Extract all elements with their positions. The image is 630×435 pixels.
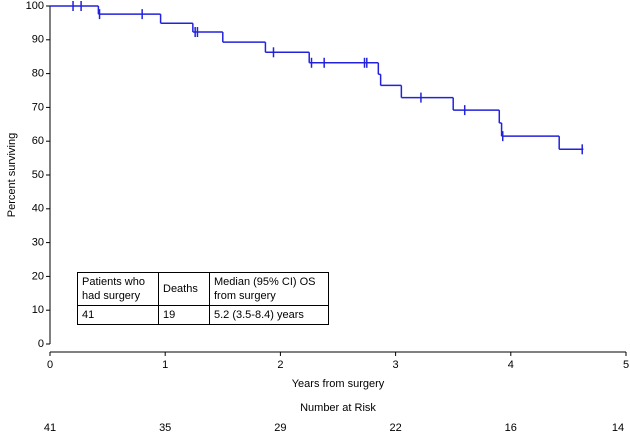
table-row: Patients who had surgery Deaths Median (95… <box>77 272 329 306</box>
y-tick-label: 80 <box>32 68 44 80</box>
table-cell: 41 <box>77 305 159 325</box>
risk-count: 35 <box>159 422 171 434</box>
table-cell: 19 <box>158 305 210 325</box>
y-tick-label: 100 <box>26 0 44 12</box>
y-tick-label: 40 <box>32 203 44 215</box>
y-tick-label: 90 <box>32 34 44 46</box>
y-tick-label: 60 <box>32 135 44 147</box>
x-tick-label: 3 <box>393 359 399 371</box>
y-tick-label: 20 <box>32 270 44 282</box>
x-axis-label: Years from surgery <box>292 378 385 390</box>
risk-count: 41 <box>44 422 56 434</box>
x-tick-label: 1 <box>162 359 168 371</box>
table-row: 41 19 5.2 (3.5-8.4) years <box>77 305 329 325</box>
x-tick-label: 0 <box>47 359 53 371</box>
table-cell: Median (95% CI) OS from surgery <box>209 272 329 306</box>
summary-table: Patients who had surgery Deaths Median (95… <box>77 272 329 325</box>
y-axis-label: Percent surviving <box>6 133 18 217</box>
x-tick-label: 5 <box>623 359 629 371</box>
table-cell: Deaths <box>158 272 210 306</box>
risk-title: Number at Risk <box>300 402 376 414</box>
risk-count: 14 <box>612 422 624 434</box>
table-cell: 5.2 (3.5-8.4) years <box>209 305 329 325</box>
y-tick-label: 0 <box>38 338 44 350</box>
risk-count: 29 <box>274 422 286 434</box>
y-tick-label: 10 <box>32 304 44 316</box>
table-cell: Patients who had surgery <box>77 272 159 306</box>
risk-count: 22 <box>389 422 401 434</box>
y-tick-label: 30 <box>32 237 44 249</box>
x-tick-label: 4 <box>508 359 514 371</box>
risk-count: 16 <box>505 422 517 434</box>
y-tick-label: 50 <box>32 169 44 181</box>
y-tick-label: 70 <box>32 101 44 113</box>
x-tick-label: 2 <box>277 359 283 371</box>
